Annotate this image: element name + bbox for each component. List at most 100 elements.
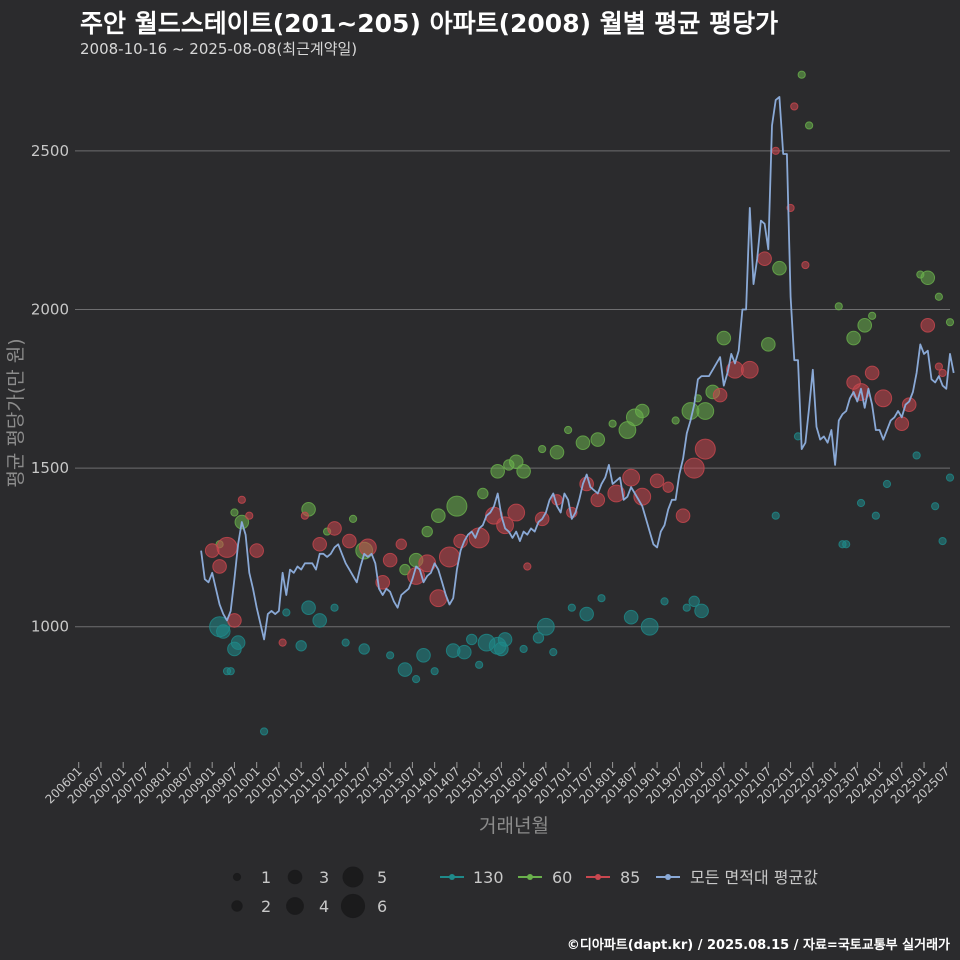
average-price-line — [200, 96, 955, 641]
point-85 — [237, 495, 246, 504]
size-legend-circle — [342, 866, 364, 888]
point-60 — [868, 311, 877, 320]
point-130 — [597, 594, 606, 603]
point-85 — [312, 536, 328, 552]
point-85 — [523, 562, 532, 571]
point-60 — [846, 330, 861, 346]
point-60 — [716, 330, 732, 346]
point-85 — [327, 521, 342, 536]
point-130 — [358, 643, 370, 655]
point-60 — [634, 403, 650, 419]
point-60 — [834, 302, 843, 311]
point-130 — [259, 727, 269, 736]
point-130 — [301, 600, 316, 616]
point-130 — [640, 617, 659, 636]
point-130 — [623, 609, 639, 625]
point-130 — [549, 648, 558, 657]
point-85 — [590, 492, 606, 508]
point-60 — [421, 525, 433, 538]
point-130 — [386, 651, 395, 660]
point-60 — [761, 337, 776, 352]
point-130 — [412, 674, 421, 684]
size-legend-circle — [340, 893, 366, 919]
point-85 — [801, 260, 810, 270]
point-130 — [694, 603, 709, 619]
size-legend-label: 1 — [261, 868, 271, 887]
size-legend-label: 6 — [377, 897, 387, 916]
point-130 — [457, 644, 472, 660]
point-85 — [683, 457, 705, 479]
point-60 — [516, 463, 531, 479]
point-130 — [938, 536, 947, 546]
point-85 — [507, 503, 526, 522]
point-130 — [216, 624, 231, 639]
point-130 — [497, 632, 513, 647]
point-60 — [857, 318, 873, 333]
point-130 — [567, 603, 576, 612]
point-130 — [882, 479, 892, 489]
x-axis-label: 거래년월 — [479, 815, 549, 837]
size-legend: 1 2 3 4 5 6 — [231, 866, 387, 919]
point-60 — [797, 70, 806, 79]
y-tick-label: 1000 — [31, 618, 69, 636]
point-85 — [694, 438, 716, 460]
point-60 — [508, 454, 524, 470]
point-85 — [382, 552, 398, 568]
point-130 — [330, 603, 339, 612]
point-130 — [475, 660, 484, 669]
point-85 — [359, 538, 377, 557]
average-line — [200, 96, 955, 641]
point-60 — [564, 425, 573, 435]
legend-key-dot — [449, 874, 455, 880]
point-130 — [579, 606, 594, 622]
y-tick-label: 2500 — [31, 142, 69, 160]
point-85 — [757, 251, 772, 267]
point-85 — [894, 416, 910, 431]
point-85 — [438, 546, 460, 568]
y-axis-ticks: 1000 1500 2000 2500 — [31, 142, 69, 636]
legend-key-dot — [595, 874, 601, 880]
point-85 — [864, 365, 880, 381]
point-85 — [649, 473, 665, 489]
legend-label: 85 — [620, 868, 640, 887]
point-130 — [871, 511, 880, 520]
size-legend-label: 2 — [261, 897, 271, 916]
legend-key-dot — [665, 874, 671, 880]
point-60 — [671, 416, 680, 425]
point-60 — [608, 419, 617, 428]
point-130 — [430, 667, 439, 676]
legend-key-dot — [527, 874, 533, 880]
point-85 — [901, 397, 917, 412]
source-credit: ©디아파트(dapt.kr) / 2025.08.15 / 자료=국토교통부 실… — [566, 938, 950, 953]
point-85 — [920, 318, 936, 333]
point-85 — [790, 102, 799, 111]
point-60 — [477, 487, 489, 500]
point-85 — [245, 511, 254, 520]
point-60 — [934, 292, 943, 301]
data-points — [204, 70, 955, 736]
point-60 — [590, 432, 606, 447]
point-60 — [696, 402, 715, 420]
point-60 — [920, 270, 936, 286]
point-85 — [934, 362, 943, 371]
point-85 — [740, 360, 759, 379]
legend-label: 130 — [473, 868, 504, 887]
chart-title: 주안 월드스테이트(201~205) 아파트(2008) 월별 평균 평당가 — [80, 9, 779, 38]
point-130 — [856, 498, 866, 508]
point-130 — [466, 633, 478, 646]
point-85 — [874, 389, 893, 408]
point-85 — [938, 368, 947, 378]
point-130 — [660, 597, 669, 606]
point-130 — [230, 635, 246, 650]
point-85 — [212, 559, 227, 574]
point-60 — [230, 508, 239, 517]
point-60 — [575, 435, 591, 451]
point-85 — [607, 484, 626, 503]
series-legend: 130 60 85 모든 면적대 평균값 — [440, 868, 818, 887]
point-60 — [772, 260, 787, 276]
legend-label: 모든 면적대 평균값 — [690, 868, 818, 887]
point-130 — [688, 595, 700, 608]
point-60 — [446, 495, 468, 517]
point-60 — [538, 444, 547, 454]
point-130 — [682, 603, 691, 612]
